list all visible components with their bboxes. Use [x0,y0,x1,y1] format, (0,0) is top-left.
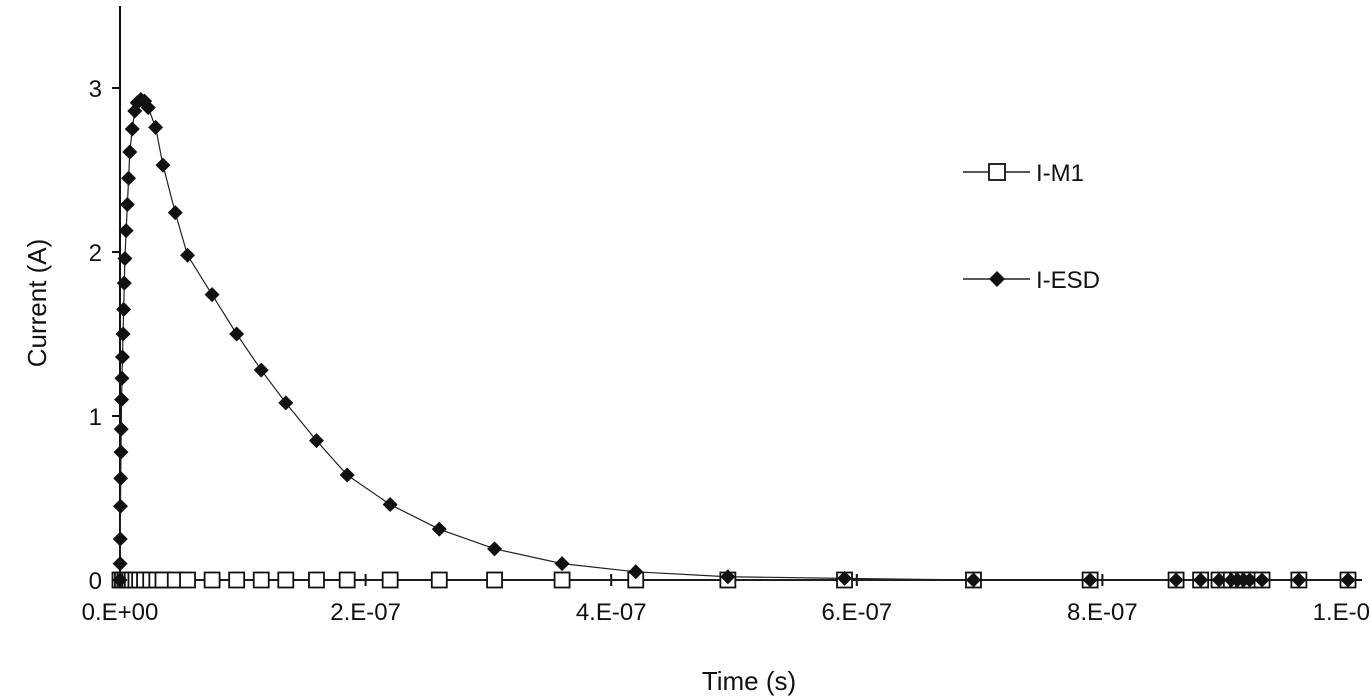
data-point-i-m1 [228,571,246,589]
data-point-i-esd [253,362,269,378]
data-point-i-m1 [179,571,196,589]
data-point-i-esd [308,433,324,449]
axes [112,6,1362,586]
legend-marker-i-m1 [988,163,1006,181]
y-tick-label: 1 [89,404,102,431]
data-point-i-esd [1211,572,1227,588]
x-tick-label: 1.E-06 [1313,599,1370,626]
legend-marker-i-esd [989,271,1005,287]
data-point-i-esd [116,275,132,291]
data-point-i-esd [278,395,294,411]
data-point-i-esd [720,569,736,585]
data-point-i-esd [112,498,128,514]
tick-labels: 0.E+00 2.E-07 4.E-07 6.E-07 8.E-07 1.E-06 0 1 2 3 [82,76,1370,626]
data-point-i-m1 [430,571,448,589]
legend-label-i-esd: I-ESD [1036,267,1100,294]
data-point-i-esd [1168,572,1184,588]
data-point-i-esd [114,349,130,365]
data-point-i-esd [204,287,220,303]
legend-item-i-m1: I-M1 [963,160,1084,187]
data-point-i-esd [837,570,853,586]
x-tick-label: 6.E-07 [821,599,892,626]
x-tick-label: 4.E-07 [576,599,647,626]
data-point-i-esd [116,301,132,317]
data-point-i-esd [1254,572,1270,588]
data-point-i-esd [628,564,644,580]
y-axis-title: Current (A) [22,239,52,368]
data-point-i-m1 [308,571,325,589]
data-point-i-esd [1291,572,1307,588]
data-point-i-esd [114,392,130,408]
data-point-i-esd [1193,572,1209,588]
data-point-i-esd [115,326,131,342]
data-point-i-esd [965,572,981,588]
data-point-i-esd [180,247,196,263]
data-point-i-esd [112,572,128,588]
data-point-i-esd [554,556,570,572]
data-point-i-esd [112,556,128,572]
data-point-i-esd [1242,572,1258,588]
data-point-i-m1 [203,571,221,589]
data-point-i-esd [487,541,503,557]
data-point-i-m1 [252,571,270,589]
data-point-i-m1 [553,571,571,589]
data-point-i-esd [113,444,129,460]
data-point-i-m1 [486,571,503,589]
data-point-i-esd [121,170,137,186]
data-point-i-esd [122,144,138,160]
data-point-i-esd [113,470,129,486]
legend-label-i-m1: I-M1 [1036,160,1084,187]
data-point-i-esd [113,421,129,437]
data-point-i-esd [431,521,447,537]
series-line-i-esd [119,98,1348,581]
legend: I-M1 I-ESD [963,160,1100,294]
y-tick-label: 0 [89,568,102,595]
data-point-i-m1 [338,571,356,589]
data-point-i-esd [119,196,135,212]
x-tick-label: 8.E-07 [1067,599,1138,626]
x-axis-title: Time (s) [702,666,796,696]
legend-item-i-esd: I-ESD [963,267,1100,294]
data-point-i-esd [229,326,245,342]
data-point-i-esd [112,531,128,547]
series-layer [111,91,1357,589]
data-point-i-esd [155,157,171,173]
data-point-i-esd [1340,572,1356,588]
data-point-i-esd [117,251,133,267]
x-tick-label: 0.E+00 [82,599,159,626]
data-point-i-m1 [381,571,399,589]
data-point-i-esd [140,100,156,116]
data-point-i-esd [118,223,134,239]
x-tick-label: 2.E-07 [330,599,401,626]
data-point-i-esd [148,119,164,135]
data-point-i-esd [382,497,398,513]
data-point-i-esd [114,370,130,386]
y-tick-label: 3 [89,76,102,103]
data-point-i-esd [167,205,183,221]
y-tick-label: 2 [89,240,102,267]
data-point-i-m1 [277,571,295,589]
data-point-i-esd [124,121,140,137]
data-point-i-esd [1082,572,1098,588]
data-point-i-esd [339,467,355,483]
